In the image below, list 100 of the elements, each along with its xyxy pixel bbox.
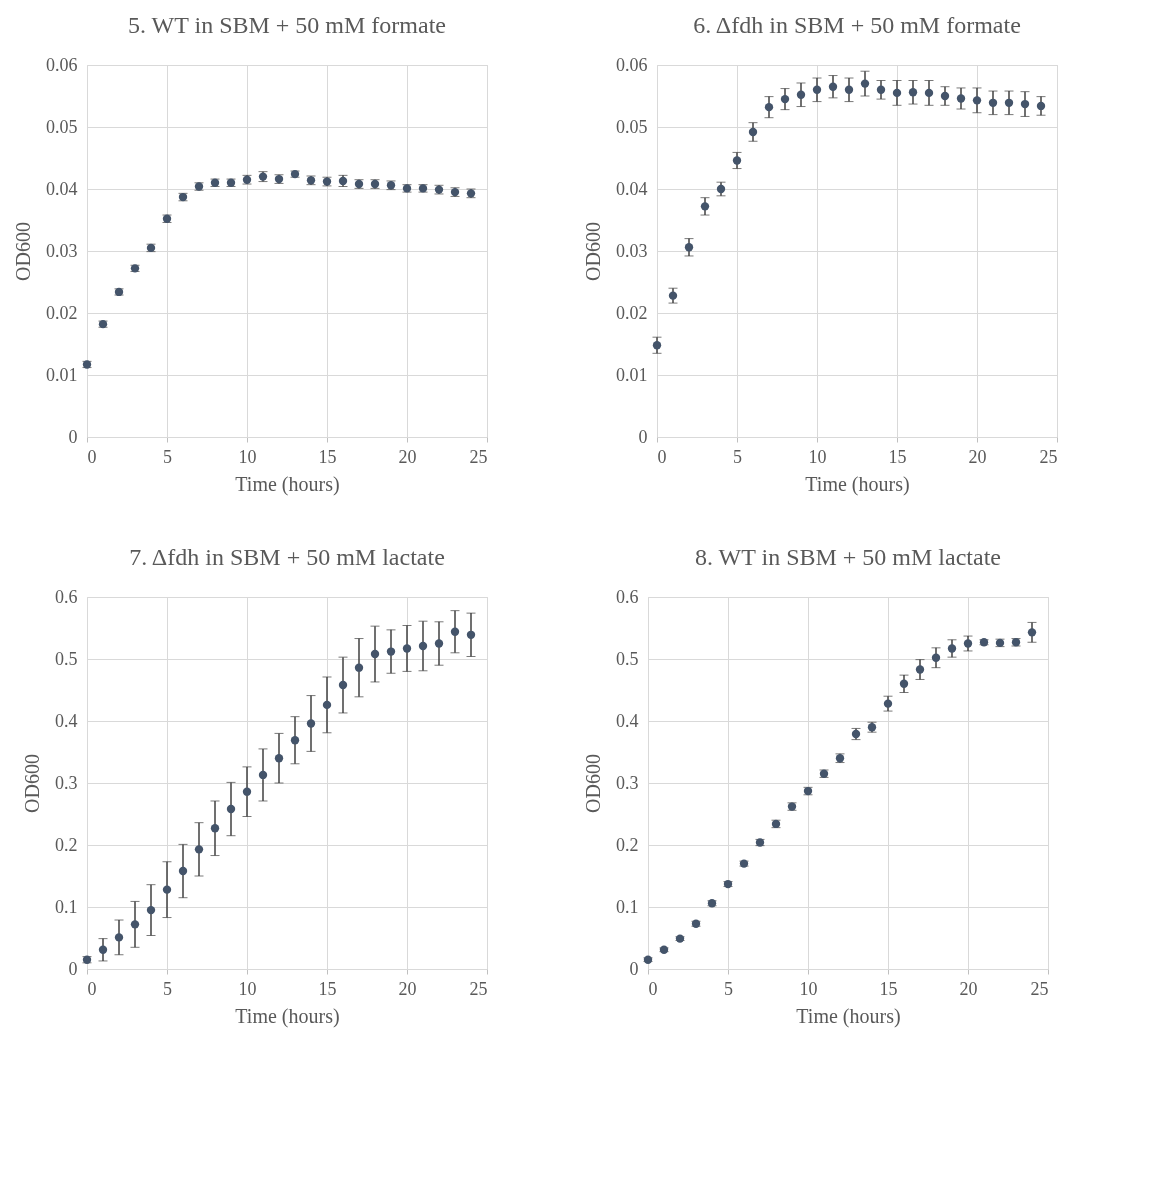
y-tick-label: 0.1 <box>616 896 639 917</box>
y-tick-label: 0.01 <box>616 364 648 385</box>
x-tick-label: 5 <box>733 446 742 467</box>
x-tick-label: 0 <box>657 446 667 467</box>
x-tick-label: 0 <box>87 978 97 999</box>
point <box>354 663 364 672</box>
point <box>972 96 982 105</box>
y-tick-label: 0 <box>638 426 648 447</box>
y-tick-label: 0.04 <box>616 178 648 199</box>
y-tick-label: 0.3 <box>55 772 78 793</box>
x-tick-label: 15 <box>888 446 907 467</box>
point <box>258 770 268 780</box>
point <box>988 98 998 107</box>
point <box>876 85 886 94</box>
point <box>764 102 774 112</box>
y-tick-label: 0.2 <box>616 834 639 855</box>
point <box>82 360 92 369</box>
point <box>956 94 966 103</box>
x-tick-label: 10 <box>238 446 257 467</box>
point <box>652 341 662 350</box>
y-axis-title: OD600 <box>582 754 604 813</box>
point <box>963 639 973 648</box>
chart-title: 8. WT in SBM + 50 mM lactate <box>695 544 1001 570</box>
x-tick-label: 20 <box>968 446 987 467</box>
point <box>306 719 316 728</box>
x-tick-label: 15 <box>318 446 337 467</box>
y-tick-label: 0.04 <box>46 178 78 199</box>
point <box>226 804 236 814</box>
point <box>114 933 124 942</box>
x-tick-label: 5 <box>163 978 172 999</box>
y-tick-label: 0 <box>68 958 78 979</box>
x-tick-label: 25 <box>469 446 488 467</box>
chart-title: 6. Δfdh in SBM + 50 mM formate <box>693 12 1021 38</box>
y-tick-label: 0.05 <box>46 116 78 137</box>
y-tick-label: 0.03 <box>616 240 648 261</box>
y-tick-label: 0.5 <box>55 648 78 669</box>
x-tick-label: 25 <box>1039 446 1058 467</box>
y-tick-label: 0.02 <box>46 302 78 323</box>
point <box>450 627 460 636</box>
point <box>883 699 893 708</box>
y-axis-title: OD600 <box>582 222 604 281</box>
point <box>899 679 909 688</box>
y-tick-label: 0.5 <box>616 648 639 669</box>
point <box>178 866 188 876</box>
point <box>780 94 790 104</box>
point <box>748 127 758 137</box>
x-tick-label: 0 <box>87 446 97 467</box>
point <box>924 88 934 98</box>
point <box>434 639 444 648</box>
x-tick-label: 10 <box>808 446 827 467</box>
point <box>1004 98 1014 107</box>
point <box>290 736 300 745</box>
point <box>194 845 204 854</box>
point <box>274 754 284 763</box>
point <box>684 243 694 252</box>
y-tick-label: 0.6 <box>616 586 639 607</box>
chart-title: 5. WT in SBM + 50 mM formate <box>128 12 446 38</box>
point <box>915 665 925 674</box>
x-tick-label: 5 <box>163 446 172 467</box>
point <box>947 644 957 653</box>
point <box>322 700 332 710</box>
point <box>386 647 396 656</box>
chart-title: 7. Δfdh in SBM + 50 mM lactate <box>129 544 445 570</box>
y-tick-label: 0.1 <box>55 896 78 917</box>
x-tick-label: 5 <box>724 978 733 999</box>
point <box>338 680 348 690</box>
y-tick-label: 0.06 <box>46 54 78 75</box>
point <box>402 644 412 653</box>
y-tick-label: 0.03 <box>46 240 78 261</box>
point <box>931 653 941 662</box>
x-tick-label: 25 <box>1030 978 1049 999</box>
y-tick-label: 0 <box>629 958 639 979</box>
y-tick-label: 0 <box>68 426 78 447</box>
point <box>242 787 252 796</box>
point <box>844 85 854 94</box>
point <box>466 630 476 639</box>
y-tick-label: 0.06 <box>616 54 648 75</box>
point <box>700 202 710 211</box>
x-axis-title: Time (hours) <box>235 472 340 496</box>
x-tick-label: 10 <box>799 978 818 999</box>
y-tick-label: 0.4 <box>616 710 639 731</box>
point <box>130 920 140 929</box>
x-tick-label: 20 <box>959 978 978 999</box>
y-tick-label: 0.05 <box>616 116 648 137</box>
y-axis-title: OD600 <box>21 754 43 813</box>
x-tick-label: 20 <box>398 446 417 467</box>
point <box>82 955 92 964</box>
x-tick-label: 15 <box>879 978 898 999</box>
point <box>1027 628 1037 637</box>
x-tick-label: 10 <box>238 978 257 999</box>
point <box>418 641 428 651</box>
y-tick-label: 0.01 <box>46 364 78 385</box>
x-tick-label: 20 <box>398 978 417 999</box>
x-tick-label: 25 <box>469 978 488 999</box>
point <box>643 955 653 964</box>
point <box>860 79 870 88</box>
y-tick-label: 0.2 <box>55 834 78 855</box>
y-tick-label: 0.3 <box>616 772 639 793</box>
point <box>668 291 678 300</box>
point <box>908 88 918 97</box>
